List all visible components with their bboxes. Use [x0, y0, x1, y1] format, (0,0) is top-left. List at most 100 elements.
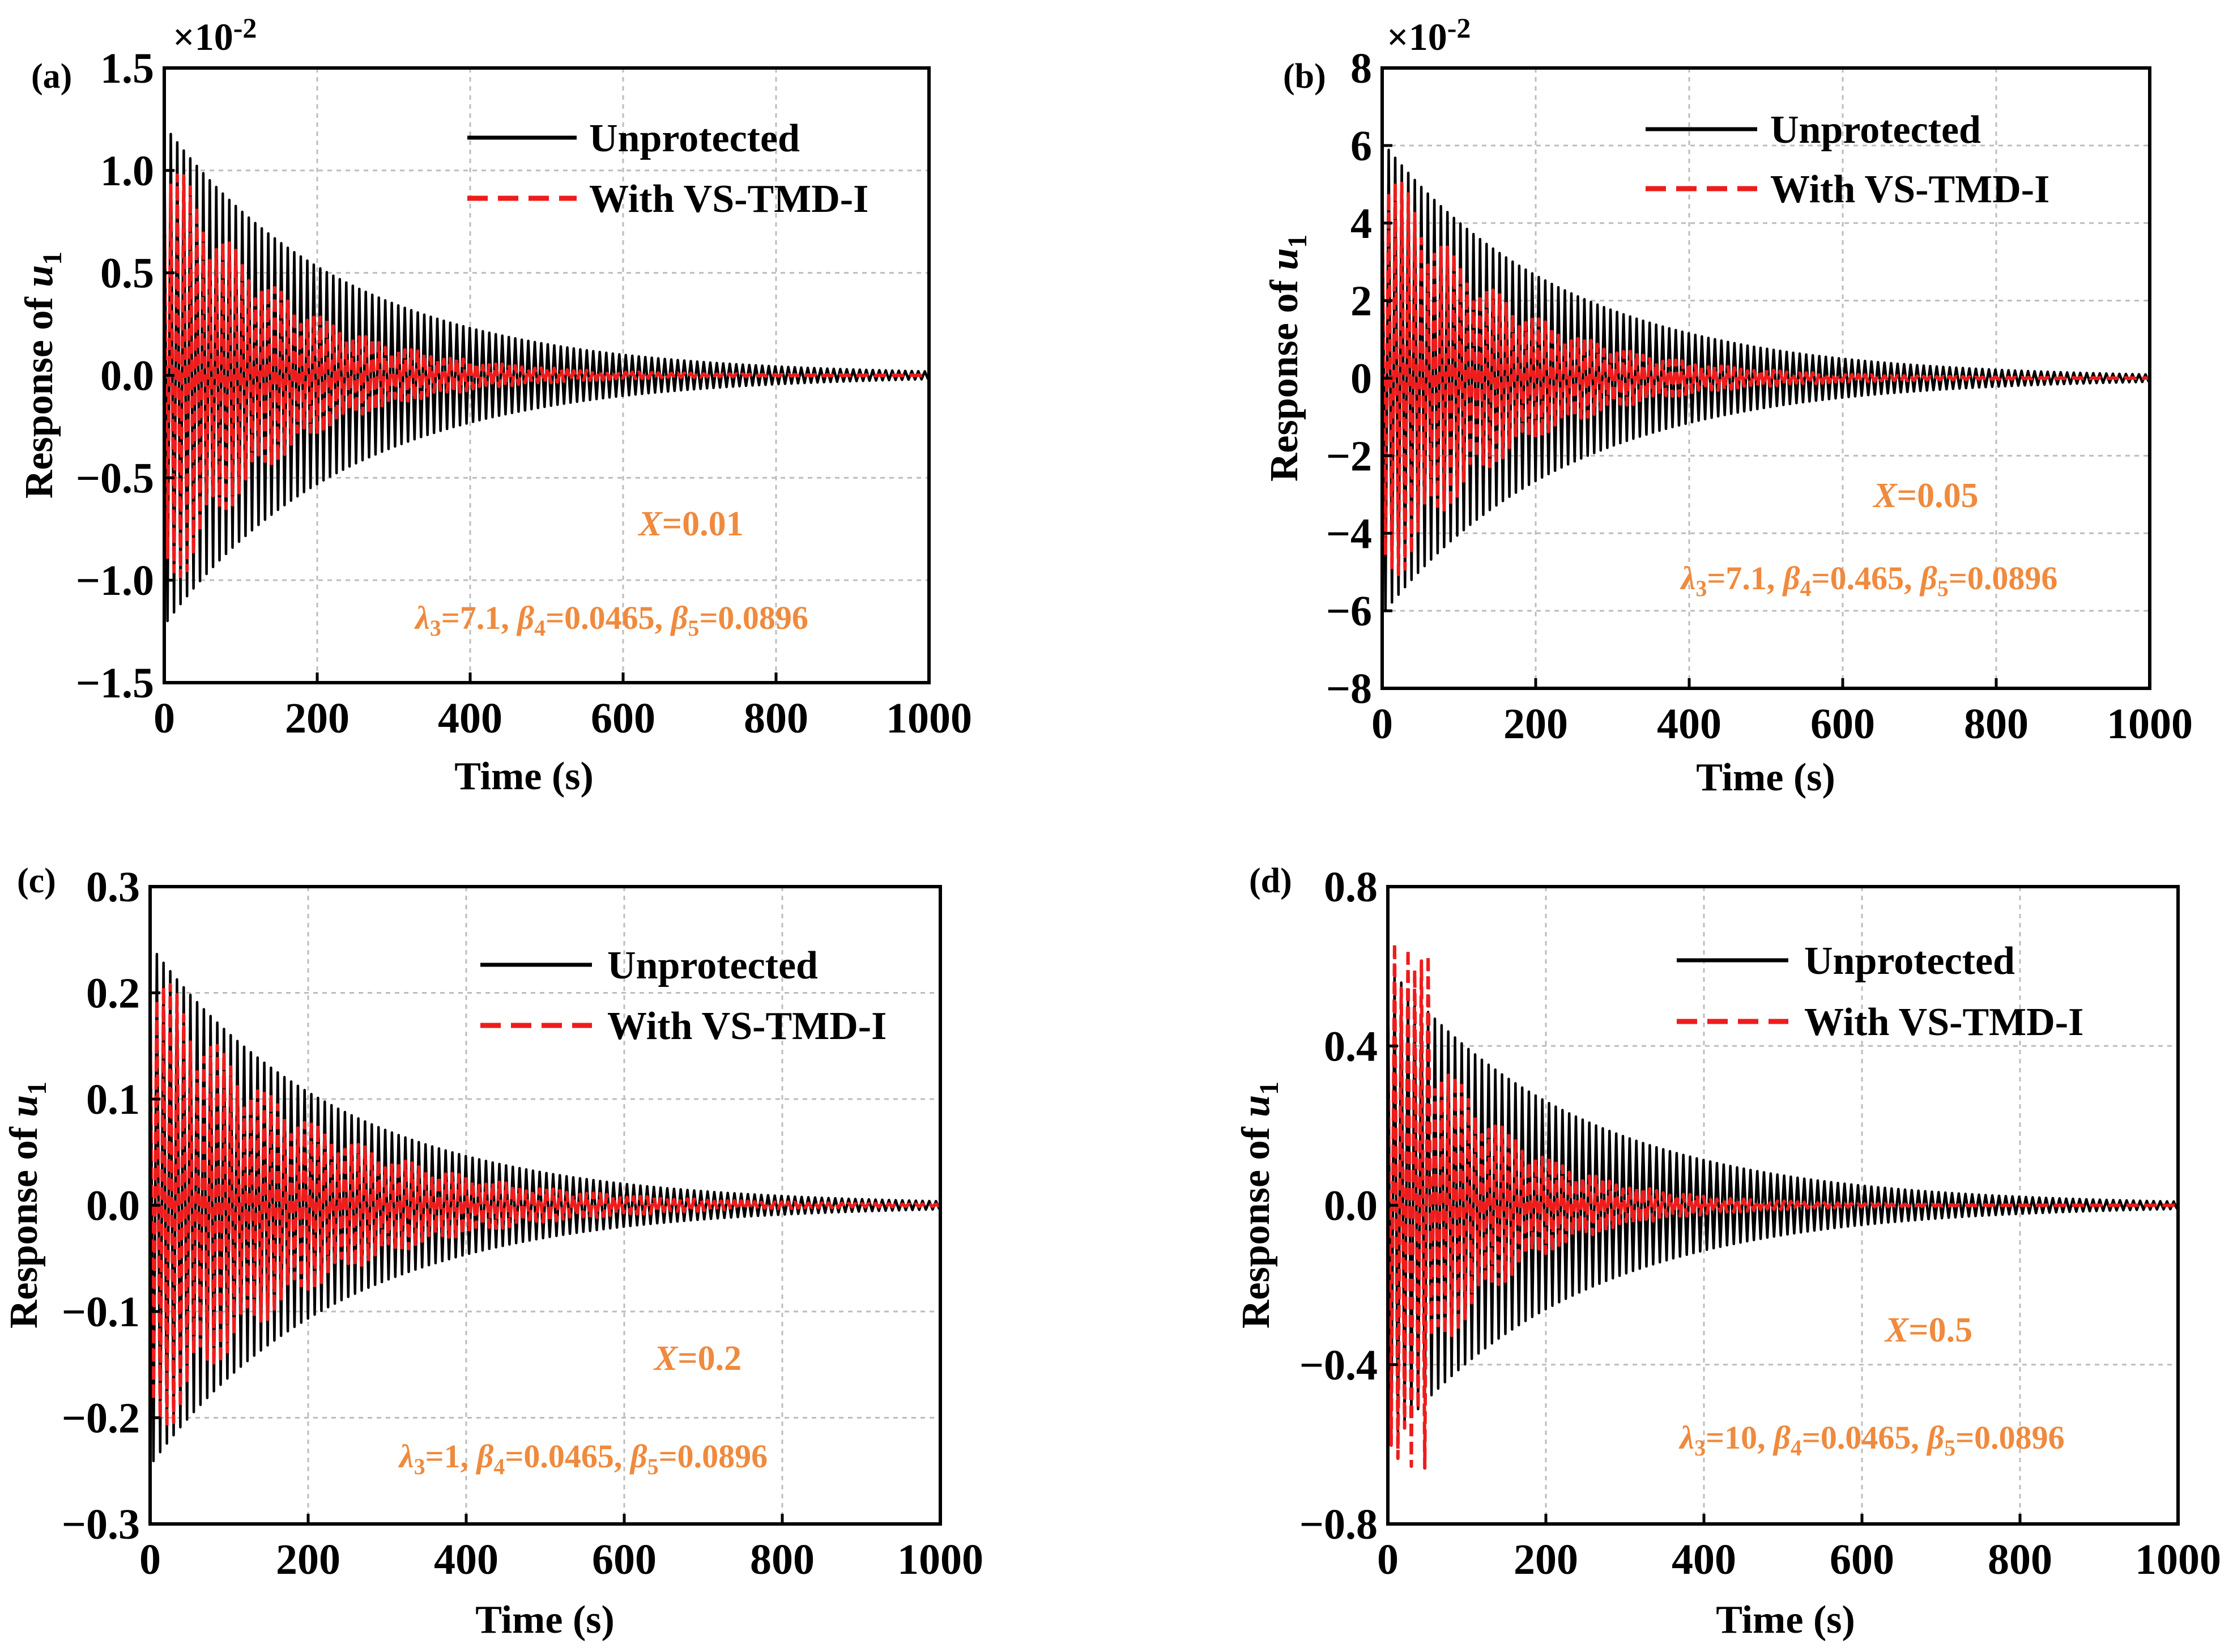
x-tick-label-d: 0	[1377, 1536, 1399, 1583]
x-tick-label-b: 0	[1371, 700, 1393, 748]
y-tick-label-a: −1.0	[76, 557, 154, 604]
x-tick-label-d: 400	[1672, 1536, 1736, 1583]
panel-d: 0 200 400 600 800 1000 −0.8 −0.4 0.0 0.4 0.8 (d) R…	[1234, 862, 2221, 1642]
legend-label-vs-tmd-c: With VS-TMD-I	[607, 1004, 887, 1048]
ticks-c: 0 200 400 600 800 1000 −0.3 −0.2 −0.1 0.0 0.1 0.2 0.…	[62, 863, 983, 1583]
grid-a	[164, 68, 929, 683]
y-tick-label-d: 0.4	[1324, 1023, 1378, 1070]
legend-a: Unprotected With VS-TMD-I	[467, 117, 868, 221]
legend-label-vs-tmd-d: With VS-TMD-I	[1804, 1000, 2083, 1044]
ticks-a: 0 200 400 600 800 1000 −1.5 −1.0 −0.5 0.0 0.5 1.0 1.…	[76, 45, 972, 742]
annotation-x-c: X=0.2	[653, 1339, 742, 1378]
y-tick-label-c: −0.1	[62, 1288, 140, 1336]
annotation-x-b: X=0.05	[1872, 476, 1978, 515]
x-tick-label-d: 600	[1830, 1536, 1894, 1583]
x-axis-title-c: Time (s)	[475, 1598, 615, 1642]
x-axis-title-a: Time (s)	[454, 755, 594, 798]
x-tick-label-b: 200	[1503, 700, 1568, 748]
y-tick-label-a: 1.0	[100, 147, 154, 195]
y-tick-label-b: −8	[1326, 665, 1372, 713]
y-tick-label-b: −2	[1326, 432, 1372, 480]
legend-label-unprotected-a: Unprotected	[589, 117, 800, 160]
x-tick-label-d: 1000	[2135, 1536, 2221, 1583]
plot-area-a	[163, 125, 930, 623]
y-tick-label-a: 0.0	[100, 352, 154, 400]
legend-label-unprotected-c: Unprotected	[607, 944, 818, 987]
series-vs-tmd-i-d	[1386, 941, 2177, 1470]
y-tick-label-b: 4	[1350, 200, 1372, 248]
annotation-params-d: λ3=10, β4=0.0465, β5=0.0896	[1678, 1419, 2064, 1461]
x-tick-label-c: 400	[434, 1536, 498, 1583]
x-tick-label-b: 400	[1657, 700, 1721, 748]
panel-a: 0 200 400 600 800 1000 −1.5 −1.0 −0.5 0.0 0.5 1.0 1.…	[18, 12, 972, 798]
x-tick-label-a: 600	[591, 695, 655, 742]
y-tick-label-b: −6	[1326, 587, 1372, 635]
y-tick-label-d: 0.8	[1324, 863, 1378, 911]
x-tick-label-a: 200	[285, 695, 350, 742]
x-axis-title-b: Time (s)	[1696, 756, 1835, 799]
y-tick-label-c: 0.3	[86, 863, 140, 911]
y-tick-label-b: −4	[1326, 510, 1372, 557]
panel-label-b: (b)	[1283, 57, 1326, 96]
y-tick-label-b: 8	[1350, 45, 1372, 92]
ticks-b: 0 200 400 600 800 1000 −8 −6 −4 −2 0 2 4 6 8	[1326, 45, 2193, 748]
x-tick-label-d: 800	[1988, 1536, 2052, 1583]
ticks-d: 0 200 400 600 800 1000 −0.8 −0.4 0.0 0.4 0.8	[1299, 863, 2221, 1583]
legend-label-unprotected-b: Unprotected	[1770, 108, 1981, 152]
series-vs-tmd-i-b	[1380, 181, 2149, 576]
y-axis-title-c: Response of u1	[2, 1082, 52, 1329]
y-tick-label-a: −1.5	[76, 659, 154, 707]
legend-label-unprotected-d: Unprotected	[1804, 939, 2015, 983]
y-tick-label-c: 0.2	[86, 970, 140, 1017]
y-tick-label-b: 2	[1350, 278, 1372, 325]
y-tick-label-a: 0.5	[100, 250, 154, 297]
y-tick-label-c: −0.2	[62, 1395, 140, 1442]
x-tick-label-d: 200	[1514, 1536, 1578, 1583]
panel-c: 0 200 400 600 800 1000 −0.3 −0.2 −0.1 0.0 0.1 0.2 0.…	[2, 862, 983, 1642]
x-tick-label-a: 1000	[886, 695, 972, 742]
panel-label-d: (d)	[1249, 862, 1292, 900]
x-tick-label-b: 800	[1964, 700, 2029, 748]
plot-area-b	[1380, 141, 2150, 612]
legend-b: Unprotected With VS-TMD-I	[1646, 108, 2049, 211]
x-tick-label-b: 600	[1810, 700, 1875, 748]
y-tick-label-a: 1.5	[100, 45, 154, 92]
y-axis-title-a: Response of u1	[18, 252, 67, 499]
legend-c: Unprotected With VS-TMD-I	[480, 944, 887, 1048]
annotation-x-a: X=0.01	[637, 505, 743, 543]
legend-label-vs-tmd-a: With VS-TMD-I	[589, 177, 868, 221]
series-vs-tmd-i-c	[148, 983, 940, 1428]
panel-label-c: (c)	[17, 862, 56, 900]
annotation-x-d: X=0.5	[1884, 1311, 1972, 1349]
x-tick-label-c: 200	[276, 1536, 340, 1583]
plot-area-d	[1386, 941, 2179, 1470]
x-tick-label-a: 800	[744, 695, 808, 742]
x-tick-label-a: 0	[154, 695, 175, 742]
x-tick-label-c: 1000	[897, 1536, 983, 1583]
annotation-params-c: λ3=1, β4=0.0465, β5=0.0896	[398, 1438, 768, 1479]
y-tick-label-b: 0	[1350, 355, 1372, 403]
y-tick-label-c: 0.0	[86, 1182, 140, 1230]
y-tick-label-a: −0.5	[76, 454, 154, 502]
y-tick-label-d: −0.4	[1299, 1342, 1378, 1389]
legend-d: Unprotected With VS-TMD-I	[1677, 939, 2083, 1044]
y-tick-label-b: 6	[1350, 122, 1372, 170]
y-axis-title-d: Response of u1	[1234, 1082, 1284, 1329]
x-tick-label-c: 0	[139, 1536, 161, 1583]
y-tick-label-c: −0.3	[62, 1501, 140, 1548]
annotation-params-b: λ3=7.1, β4=0.465, β5=0.0896	[1680, 560, 2058, 601]
x-tick-label-c: 800	[750, 1536, 815, 1583]
series-vs-tmd-i-a	[163, 173, 928, 578]
panel-label-a: (a)	[31, 57, 72, 96]
legend-label-vs-tmd-b: With VS-TMD-I	[1770, 168, 2049, 211]
x-tick-label-b: 1000	[2107, 700, 2193, 748]
x-tick-label-a: 400	[438, 695, 502, 742]
panel-b: 0 200 400 600 800 1000 −8 −6 −4 −2 0 2 4 6 8 (b) ×10-2…	[1263, 12, 2193, 799]
exponent-label-b: ×10-2	[1387, 12, 1471, 58]
y-tick-label-d: 0.0	[1324, 1182, 1378, 1230]
y-tick-label-d: −0.8	[1299, 1501, 1378, 1548]
y-axis-title-b: Response of u1	[1263, 235, 1312, 482]
exponent-label-a: ×10-2	[173, 12, 257, 58]
plot-area-c	[148, 945, 941, 1463]
